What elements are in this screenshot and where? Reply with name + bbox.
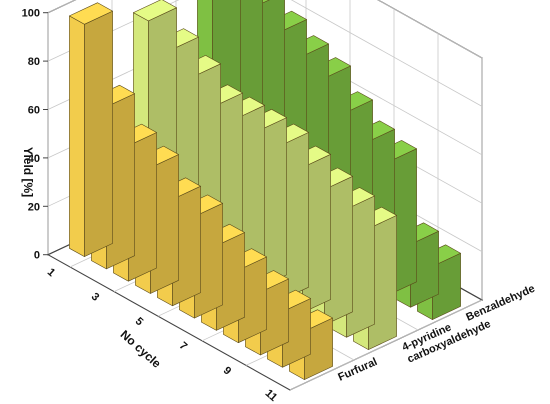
x-tick-label: 3 [89,291,102,304]
y-tick-label: 0 [34,250,40,262]
bar-top-face [133,0,177,22]
y-axis-title: Yield [%] [21,147,35,197]
gridline-y [47,0,483,59]
bar-furfural-cycle-1 [69,2,113,257]
x-tick-label: 9 [221,365,234,378]
bar-furfural-cycle-10 [267,289,311,368]
floor-grid-x [289,299,483,391]
series-label: Furfural [336,356,379,384]
bars [69,0,461,380]
x-axis-title: No cycle [118,327,164,371]
bar-front-face [69,15,85,257]
y-tick-label: 100 [22,8,40,20]
x-tick-label: 1 [45,266,58,279]
x-tick-label: 5 [133,315,146,328]
y-tick-label: 80 [28,56,40,68]
series-label-line: Furfural [336,356,379,384]
bar-side-face [84,10,113,257]
bar-top-face [69,2,113,25]
y-tick-label: 60 [28,105,40,117]
x-tick-label: 11 [263,387,280,404]
y-tick-label: 40 [28,153,40,165]
y-tick-label: 20 [28,201,40,213]
x-tick-label: 7 [177,340,190,353]
